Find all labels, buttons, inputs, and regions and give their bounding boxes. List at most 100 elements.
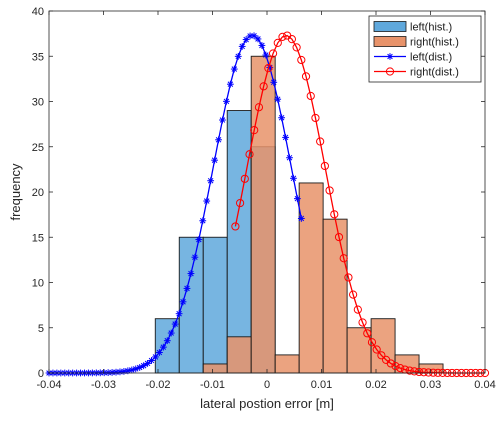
y-tick-label: 30 bbox=[32, 97, 44, 109]
legend-asterisk-marker bbox=[386, 53, 394, 60]
right-dist-point bbox=[264, 64, 273, 73]
left-dist-point bbox=[183, 285, 191, 292]
right-hist-bar bbox=[274, 354, 300, 374]
y-tick-label: 15 bbox=[32, 232, 44, 244]
x-tick-label: 0.02 bbox=[365, 379, 386, 391]
right-dist-point bbox=[353, 305, 362, 314]
left-dist-point bbox=[226, 80, 234, 88]
x-tick-label: 0.03 bbox=[420, 379, 441, 391]
right-dist-point bbox=[358, 318, 367, 327]
left-dist-point bbox=[290, 174, 297, 182]
right-dist-point bbox=[339, 254, 348, 263]
left-dist-point bbox=[278, 114, 286, 122]
left-dist-point bbox=[234, 52, 242, 60]
y-tick-label: 35 bbox=[32, 51, 44, 63]
left-dist-point bbox=[293, 195, 301, 203]
left-dist-point bbox=[230, 65, 238, 73]
left-dist-point bbox=[207, 177, 215, 185]
left-hist-bar bbox=[226, 110, 252, 374]
right-dist-point bbox=[268, 49, 278, 58]
left-dist-point bbox=[219, 116, 226, 124]
left-dist-point bbox=[152, 353, 159, 361]
axis-ticks: -0.04 -0.03 -0.02 -0.01 0 0.01 0.02 0.03 0.04 0 5 1… bbox=[32, 6, 496, 391]
left-dist-point bbox=[155, 349, 163, 356]
legend: left(hist.) right(hist.) left(dist.) right(… bbox=[368, 15, 482, 83]
right-dist-point bbox=[405, 366, 414, 375]
y-tick-label: 25 bbox=[32, 142, 44, 154]
left-dist-point bbox=[163, 337, 171, 345]
left-dist-point bbox=[171, 320, 179, 328]
legend-label: left(hist.) bbox=[410, 22, 452, 34]
y-axis-label: frequency bbox=[8, 163, 23, 221]
right-dist-point bbox=[330, 210, 339, 219]
x-tick-label: -0.01 bbox=[200, 379, 225, 391]
left-dist-point bbox=[148, 357, 155, 364]
right-hist-bar bbox=[226, 336, 252, 374]
right-dist-point bbox=[396, 363, 405, 373]
left-dist-point bbox=[223, 97, 230, 105]
y-tick-label: 10 bbox=[32, 278, 44, 290]
right-dist-point bbox=[297, 55, 306, 65]
right-dist-point bbox=[235, 198, 245, 208]
right-dist-point bbox=[287, 35, 297, 44]
right-dist-point bbox=[240, 174, 249, 183]
right-hist-bar bbox=[250, 55, 276, 374]
x-axis-label: lateral postion error [m] bbox=[200, 396, 334, 411]
distribution-curves bbox=[45, 31, 490, 378]
right-dist-point bbox=[372, 345, 381, 354]
left-dist-point bbox=[203, 197, 211, 205]
right-dist-point bbox=[349, 290, 358, 299]
left-hist-bar bbox=[202, 236, 228, 374]
right-dist-point bbox=[306, 91, 315, 101]
legend-left-hist-swatch bbox=[373, 21, 407, 32]
right-dist-point bbox=[316, 137, 325, 146]
right-dist-point bbox=[410, 367, 419, 376]
right-dist-point bbox=[254, 103, 264, 112]
left-dist-point bbox=[258, 42, 266, 49]
left-dist-point bbox=[254, 35, 262, 43]
right-dist-point bbox=[278, 32, 287, 41]
left-dist-point bbox=[159, 343, 167, 351]
legend-label: left(dist.) bbox=[410, 52, 452, 64]
left-dist-point bbox=[144, 360, 151, 367]
right-dist-point bbox=[334, 232, 344, 242]
right-dist-point bbox=[391, 361, 400, 371]
left-dist-point bbox=[191, 253, 199, 261]
right-dist-point bbox=[245, 150, 254, 159]
left-dist-point bbox=[250, 32, 258, 40]
right-dist-point bbox=[424, 368, 433, 377]
left-dist-point bbox=[211, 156, 218, 164]
right-dist-point bbox=[414, 367, 424, 377]
left-dist-point bbox=[187, 270, 195, 277]
left-dist-point bbox=[175, 310, 183, 318]
legend-label: right(hist.) bbox=[410, 37, 459, 49]
right-dist-point bbox=[325, 186, 334, 195]
right-dist-point bbox=[273, 38, 282, 47]
right-dist-point bbox=[231, 222, 240, 231]
left-dist-point bbox=[286, 154, 293, 162]
left-dist-point bbox=[167, 329, 175, 337]
right-dist-point bbox=[250, 126, 259, 135]
right-dist-point bbox=[311, 113, 320, 123]
left-dist-point bbox=[238, 43, 246, 50]
right-dist-point bbox=[363, 329, 372, 338]
y-tick-label: 20 bbox=[32, 187, 44, 199]
right-dist-point bbox=[320, 161, 329, 171]
left-dist-point bbox=[262, 51, 270, 59]
right-hist-bar bbox=[298, 182, 324, 374]
right-hist-bar bbox=[322, 218, 348, 374]
right-dist-point bbox=[386, 359, 395, 368]
x-tick-label: 0 bbox=[264, 379, 270, 391]
x-tick-label: -0.02 bbox=[145, 379, 170, 391]
right-dist-point bbox=[367, 338, 377, 347]
right-dist-point bbox=[344, 273, 353, 282]
right-dist-point bbox=[377, 351, 386, 360]
x-tick-label: 0.01 bbox=[311, 379, 332, 391]
left-dist-point bbox=[297, 215, 305, 222]
x-tick-label: 0.04 bbox=[474, 379, 495, 391]
y-tick-label: 5 bbox=[38, 323, 44, 335]
right-dist-point bbox=[301, 72, 311, 81]
legend-label: right(dist.) bbox=[410, 67, 459, 79]
y-tick-label: 40 bbox=[32, 6, 44, 18]
